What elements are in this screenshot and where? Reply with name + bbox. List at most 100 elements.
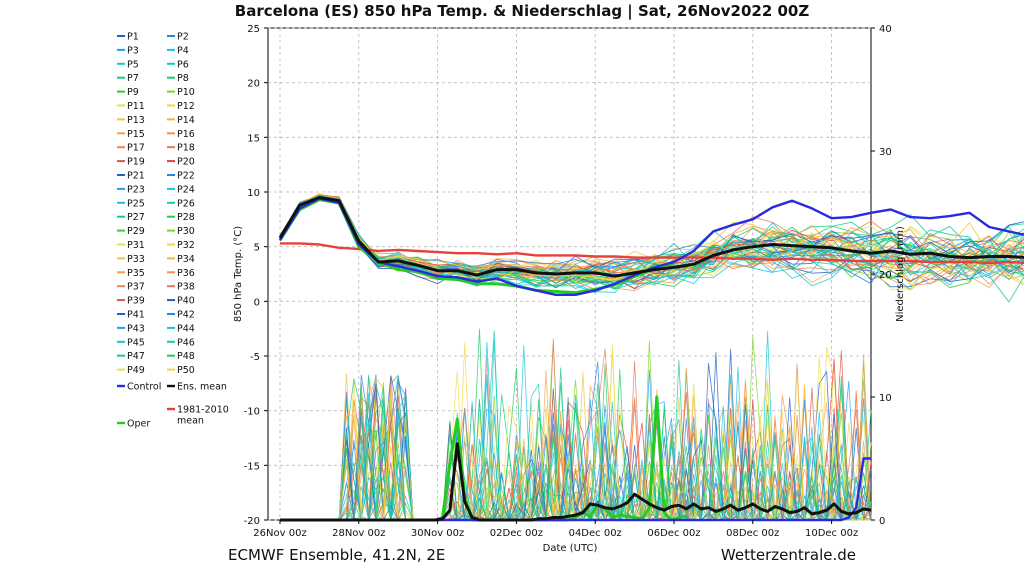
y-tick-label: 10	[247, 188, 260, 199]
footer-site: Wetterzentrale.de	[720, 546, 856, 564]
legend-label: P37	[127, 282, 145, 293]
legend-label: P42	[177, 310, 195, 321]
legend-label: P12	[177, 101, 195, 112]
legend-label: P1	[127, 32, 139, 43]
legend-label: P27	[127, 212, 145, 223]
legend-label: P43	[127, 323, 145, 334]
x-axis-label: Date (UTC)	[543, 543, 598, 554]
x-tick-label: 28Nov 00z	[332, 528, 385, 539]
y-tick-label: -10	[244, 407, 260, 418]
legend-label: P38	[177, 282, 195, 293]
legend-label: P34	[177, 254, 195, 265]
y2-tick-label: 0	[879, 516, 885, 527]
legend-label: P23	[127, 184, 145, 195]
axes: -20 -15 -10 -5 0 5 10 15 20 25 0 10 20 30 40 26Nov 00z 2…	[244, 24, 892, 539]
y2-tick-label: 10	[879, 393, 892, 404]
legend-label: P45	[127, 337, 145, 348]
y2-tick-label: 40	[879, 24, 892, 35]
y-tick-label: 20	[247, 79, 260, 90]
legend-label: Oper	[127, 419, 150, 430]
y-tick-label: -15	[244, 461, 260, 472]
legend-label: P5	[127, 59, 139, 70]
series-ens-mean-precip	[280, 442, 872, 522]
legend-label: P40	[177, 296, 195, 307]
legend-label: P26	[177, 198, 195, 209]
member-temp-line	[279, 195, 1024, 284]
legend-label: P17	[127, 143, 145, 154]
legend-label: P29	[127, 226, 145, 237]
y-axis-label: 850 hPa Temp. (°C)	[233, 226, 244, 322]
legend-label: Control	[127, 382, 161, 393]
legend-label: P49	[127, 365, 145, 376]
legend-label: mean	[177, 416, 204, 427]
member-temp-line	[279, 194, 1024, 285]
legend-label: P20	[177, 157, 195, 168]
series-ens-mean-temp	[278, 196, 1024, 278]
y-tick-label: 5	[254, 243, 260, 254]
y-tick-label: 15	[247, 133, 260, 144]
x-tick-label: 26Nov 00z	[253, 528, 306, 539]
legend-label: P25	[127, 198, 145, 209]
member-temp-line	[279, 197, 1024, 286]
legend-label: P31	[127, 240, 145, 251]
legend-label: P13	[127, 115, 145, 126]
x-tick-label: 04Dec 00z	[569, 528, 622, 539]
legend-label: P33	[127, 254, 145, 265]
legend-label: P10	[177, 87, 195, 98]
y-tick-label: 0	[254, 297, 260, 308]
member-temp-line	[279, 197, 1024, 289]
legend-label: P30	[177, 226, 195, 237]
legend: P1 P2 P3 P4 P5 P6 P7 P8 P9 P10 P11 P12 P13 P14 P15 P16 P…	[117, 32, 229, 430]
legend-label: P3	[127, 45, 139, 56]
legend-label: P24	[177, 184, 195, 195]
legend-label: P21	[127, 171, 145, 182]
legend-label: P35	[127, 268, 145, 279]
legend-label: P11	[127, 101, 145, 112]
legend-label: P7	[127, 73, 139, 84]
legend-label: 1981-2010	[177, 405, 229, 416]
legend-label: P28	[177, 212, 195, 223]
legend-label: P39	[127, 296, 145, 307]
legend-label: P9	[127, 87, 139, 98]
legend-label: P22	[177, 171, 195, 182]
series-1981-2010-mean-temp	[280, 242, 1024, 265]
x-tick-label: 30Nov 00z	[411, 528, 464, 539]
y-tick-label: -5	[250, 352, 260, 363]
y2-axis-label: Niederschlag (mm)	[895, 226, 906, 322]
member-temp-line	[279, 196, 1024, 289]
legend-label: P32	[177, 240, 195, 251]
legend-label: P50	[177, 365, 195, 376]
legend-label: P6	[177, 59, 189, 70]
legend-label: P8	[177, 73, 189, 84]
series-control-temp	[278, 197, 1024, 296]
highlight-series	[278, 196, 1024, 522]
legend-label: Ens. mean	[177, 382, 227, 393]
legend-label: P15	[127, 129, 145, 140]
footer-source: ECMWF Ensemble, 41.2N, 2E	[228, 546, 446, 564]
x-tick-label: 08Dec 00z	[726, 528, 779, 539]
legend-label: P19	[127, 157, 145, 168]
legend-label: P44	[177, 323, 195, 334]
legend-label: P48	[177, 351, 195, 362]
legend-label: P14	[177, 115, 195, 126]
x-tick-label: 06Dec 00z	[647, 528, 700, 539]
legend-label: P41	[127, 310, 145, 321]
member-temp-line	[279, 193, 1024, 280]
y-tick-label: 25	[247, 24, 260, 35]
chart-title: Barcelona (ES) 850 hPa Temp. & Niedersch…	[235, 2, 810, 21]
legend-label: P46	[177, 337, 195, 348]
x-tick-label: 10Dec 00z	[805, 528, 858, 539]
legend-label: P47	[127, 351, 145, 362]
member-temp-line	[279, 196, 1024, 286]
member-temp-line	[279, 199, 1024, 287]
legend-label: P36	[177, 268, 195, 279]
legend-label: P2	[177, 32, 189, 43]
y2-tick-label: 30	[879, 147, 892, 158]
legend-label: P18	[177, 143, 195, 154]
y-tick-label: -20	[244, 516, 260, 527]
y2-tick-label: 20	[879, 270, 892, 281]
member-precip-line	[280, 373, 871, 522]
legend-label: P4	[177, 45, 189, 56]
